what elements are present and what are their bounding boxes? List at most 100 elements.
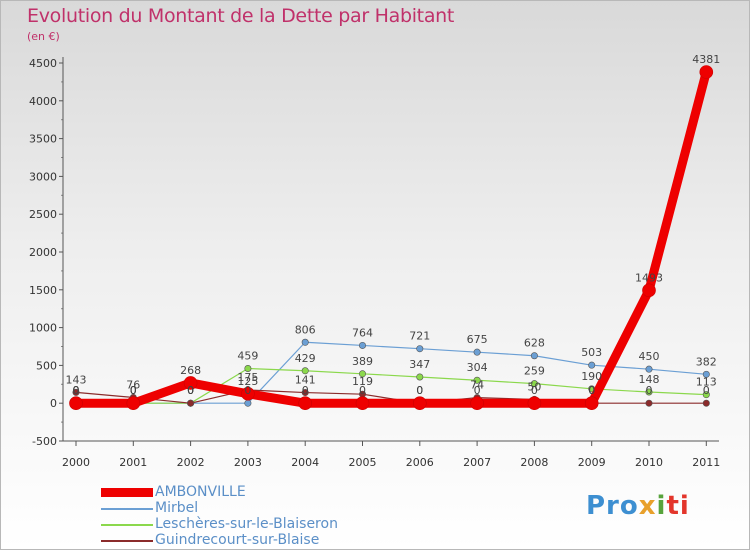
data-label: 0 [531, 384, 538, 397]
data-point [645, 365, 653, 373]
x-tick-label: 2003 [234, 456, 262, 469]
x-tick-label: 2007 [463, 456, 491, 469]
data-label: 76 [126, 378, 140, 391]
data-point [470, 396, 484, 411]
data-point [358, 370, 366, 378]
legend-item-ambonville: AMBONVILLE [101, 484, 401, 501]
legend-swatch-mirbel [101, 508, 153, 510]
data-point [584, 396, 599, 411]
legend: AMBONVILLE Mirbel Leschères-sur-le-Blais… [101, 484, 401, 549]
data-label: 175 [237, 371, 258, 384]
data-label: 347 [409, 358, 430, 371]
x-tick-label: 2010 [635, 456, 663, 469]
y-tick-label: 1000 [29, 322, 57, 335]
data-label: 389 [352, 355, 373, 368]
data-label: 503 [581, 346, 602, 359]
x-tick-label: 2000 [62, 456, 90, 469]
data-point [530, 380, 538, 388]
data-point [244, 399, 252, 407]
proxiti-logo: Proxiti [586, 491, 690, 521]
legend-swatch-ambonville [101, 488, 153, 497]
data-point [301, 389, 309, 397]
data-label: 0 [187, 384, 194, 397]
x-tick-label: 2008 [520, 456, 548, 469]
y-tick-label: 4000 [29, 95, 57, 108]
logo-part: Pro [586, 491, 639, 521]
data-label: 628 [524, 337, 545, 350]
data-label: 0 [416, 384, 423, 397]
data-label: 113 [696, 376, 717, 389]
data-point [355, 396, 370, 411]
data-label: 0 [187, 384, 194, 397]
data-point [298, 396, 313, 411]
data-label: 0 [302, 384, 309, 397]
legend-label-ambonville: AMBONVILLE [155, 484, 246, 500]
legend-swatch-guindrecourt [101, 540, 153, 542]
data-point [473, 376, 481, 384]
legend-item-mirbel: Mirbel [101, 500, 401, 517]
data-label: 764 [352, 326, 373, 339]
data-point [645, 399, 653, 407]
data-label: 721 [409, 330, 430, 343]
data-point [645, 388, 653, 396]
data-label: 268 [180, 364, 201, 377]
data-point [126, 396, 141, 411]
data-label: 0 [130, 384, 137, 397]
data-label: 125 [237, 375, 258, 388]
data-label: 382 [696, 355, 717, 368]
legend-item-lescheres: Leschères-sur-le-Blaiseron [101, 516, 401, 533]
data-point [699, 65, 714, 79]
logo-part: ti [666, 491, 690, 521]
data-label: 50 [527, 380, 541, 393]
legend-swatch-lescheres [101, 524, 153, 526]
data-point [702, 399, 710, 407]
data-label: 4381 [692, 53, 720, 66]
data-label: 459 [237, 349, 258, 362]
data-label: 0 [130, 384, 137, 397]
data-point [244, 364, 252, 372]
data-point [530, 352, 538, 360]
x-tick-label: 2006 [406, 456, 434, 469]
data-label: 450 [639, 350, 660, 363]
data-point [702, 370, 710, 378]
data-label: 0 [73, 384, 80, 397]
data-label: 0 [588, 384, 595, 397]
x-tick-label: 2001 [119, 456, 147, 469]
y-tick-label: -500 [32, 435, 57, 448]
y-tick-label: 2000 [29, 246, 57, 259]
data-point [187, 399, 195, 407]
data-label: 119 [352, 375, 373, 388]
data-label: 148 [639, 373, 660, 386]
data-label: 0 [703, 384, 710, 397]
y-tick-label: 0 [50, 397, 57, 410]
y-tick-label: 4500 [29, 57, 57, 70]
x-tick-label: 2005 [349, 456, 377, 469]
series-layer [69, 65, 714, 411]
data-label: 0 [588, 384, 595, 397]
y-tick-label: 3500 [29, 133, 57, 146]
data-point [241, 386, 255, 401]
data-point [183, 376, 198, 390]
series-line [71, 67, 711, 408]
data-label: 259 [524, 365, 545, 378]
y-tick-label: 2500 [29, 208, 57, 221]
data-label: 141 [295, 374, 316, 387]
data-label: 675 [467, 333, 488, 346]
data-label: 0 [187, 384, 194, 397]
data-point [69, 396, 83, 411]
data-label: 0 [359, 384, 366, 397]
data-point [416, 373, 424, 381]
data-point [358, 341, 366, 349]
logo-part: i [656, 491, 667, 521]
data-point [72, 388, 80, 396]
data-label: 0 [244, 384, 251, 397]
legend-label-guindrecourt: Guindrecourt-sur-Blaise [155, 532, 320, 548]
y-tick-label: 500 [36, 359, 57, 372]
legend-label-lescheres: Leschères-sur-le-Blaiseron [155, 516, 338, 532]
data-label: 0 [416, 384, 423, 397]
data-point [527, 396, 542, 411]
y-tick-label: 3000 [29, 170, 57, 183]
data-label: 0 [73, 384, 80, 397]
legend-item-guindrecourt: Guindrecourt-sur-Blaise [101, 532, 401, 549]
